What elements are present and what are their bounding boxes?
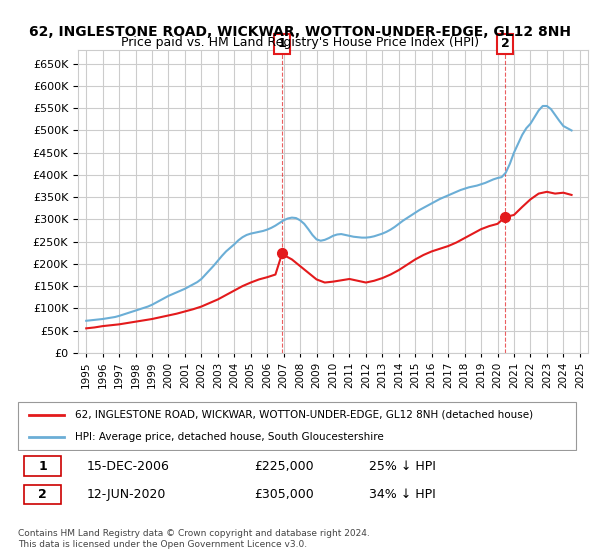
Text: Price paid vs. HM Land Registry's House Price Index (HPI): Price paid vs. HM Land Registry's House … [121,36,479,49]
Text: 2: 2 [501,38,509,50]
Text: 2: 2 [38,488,47,501]
Text: £305,000: £305,000 [254,488,314,501]
FancyBboxPatch shape [18,403,577,450]
Text: Contains HM Land Registry data © Crown copyright and database right 2024.
This d: Contains HM Land Registry data © Crown c… [18,529,370,549]
FancyBboxPatch shape [23,485,61,504]
Text: 1: 1 [38,460,47,473]
Text: 12-JUN-2020: 12-JUN-2020 [87,488,166,501]
Text: 62, INGLESTONE ROAD, WICKWAR, WOTTON-UNDER-EDGE, GL12 8NH: 62, INGLESTONE ROAD, WICKWAR, WOTTON-UND… [29,25,571,39]
Text: £225,000: £225,000 [254,460,314,473]
Text: 15-DEC-2006: 15-DEC-2006 [87,460,170,473]
FancyBboxPatch shape [23,456,61,475]
Text: 1: 1 [278,38,287,50]
Text: 62, INGLESTONE ROAD, WICKWAR, WOTTON-UNDER-EDGE, GL12 8NH (detached house): 62, INGLESTONE ROAD, WICKWAR, WOTTON-UND… [76,409,533,419]
Text: HPI: Average price, detached house, South Gloucestershire: HPI: Average price, detached house, Sout… [76,432,384,442]
Text: 25% ↓ HPI: 25% ↓ HPI [369,460,436,473]
Text: 34% ↓ HPI: 34% ↓ HPI [369,488,436,501]
